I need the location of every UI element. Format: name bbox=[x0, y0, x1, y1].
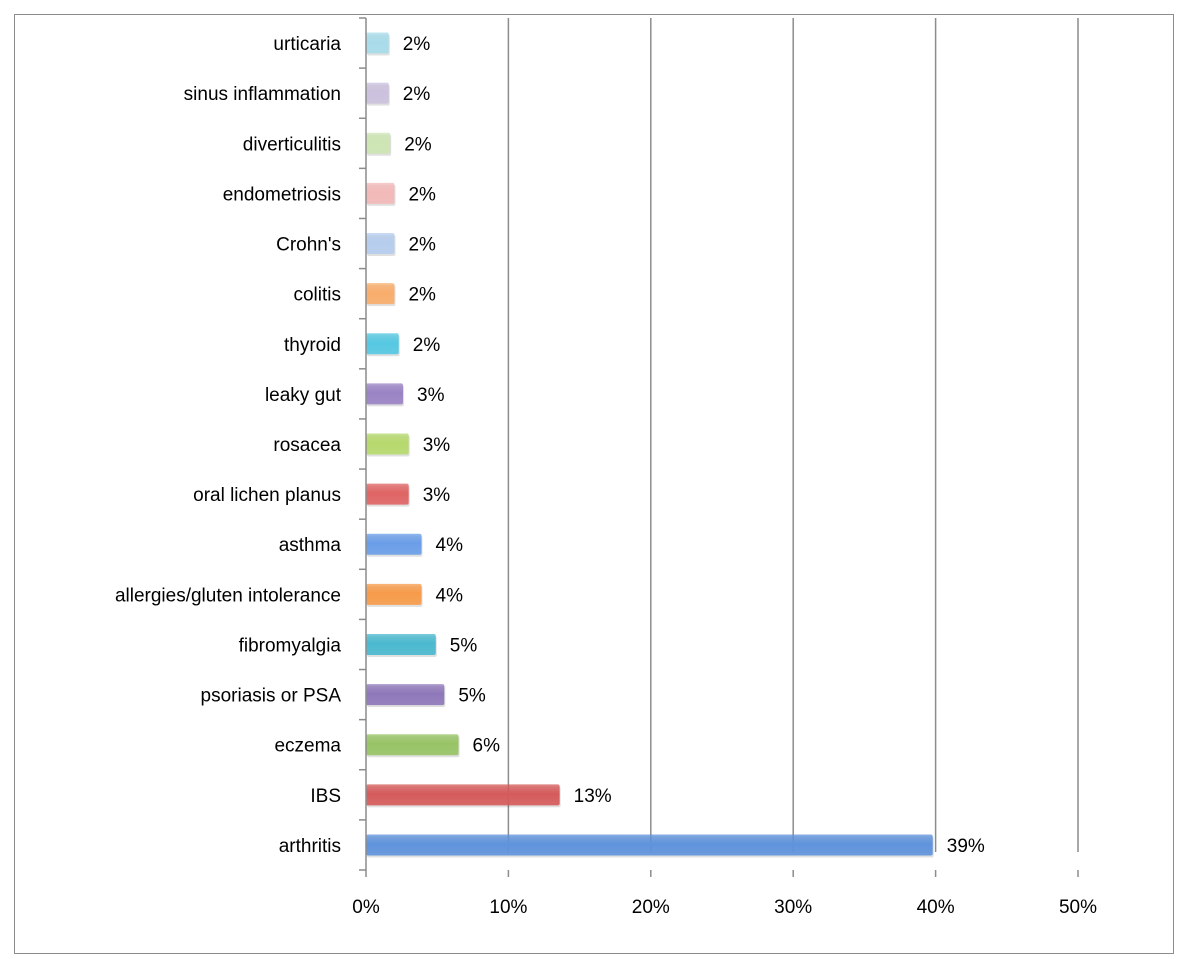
bar bbox=[366, 483, 409, 505]
bar bbox=[366, 583, 422, 605]
labels: 0% 10% 20% 30% 40% 50% urticaria 2% sinus inflam… bbox=[115, 34, 1097, 918]
bar bbox=[366, 182, 395, 204]
data-label: 2% bbox=[408, 184, 436, 205]
bar bbox=[366, 233, 395, 255]
axes bbox=[359, 17, 1079, 877]
data-label: 2% bbox=[408, 285, 436, 306]
bar bbox=[366, 834, 933, 856]
bar bbox=[366, 533, 422, 555]
bar bbox=[366, 784, 560, 806]
x-tick-label: 10% bbox=[489, 897, 527, 918]
data-label: 5% bbox=[450, 635, 478, 656]
data-label: 13% bbox=[574, 786, 612, 807]
data-label: 4% bbox=[436, 535, 464, 556]
bar bbox=[366, 32, 389, 54]
category-label: arthritis bbox=[279, 836, 341, 857]
data-label: 3% bbox=[417, 385, 445, 406]
x-tick-label: 30% bbox=[774, 897, 812, 918]
category-label: asthma bbox=[279, 535, 342, 556]
category-label: endometriosis bbox=[223, 184, 341, 205]
data-label: 3% bbox=[423, 435, 451, 456]
x-tick-label: 40% bbox=[917, 897, 955, 918]
category-label: colitis bbox=[293, 285, 341, 306]
category-label: fibromyalgia bbox=[239, 635, 342, 656]
bar bbox=[366, 82, 389, 104]
bar bbox=[366, 734, 459, 756]
bar bbox=[366, 283, 395, 305]
data-label: 2% bbox=[403, 34, 431, 55]
x-tick-label: 0% bbox=[352, 897, 380, 918]
data-label: 2% bbox=[408, 235, 436, 256]
bar bbox=[366, 433, 409, 455]
category-label: rosacea bbox=[273, 435, 341, 456]
category-label: oral lichen planus bbox=[193, 485, 341, 506]
chart-frame bbox=[14, 14, 1174, 954]
gridlines bbox=[507, 18, 1079, 852]
data-label: 2% bbox=[413, 335, 441, 356]
data-label: 3% bbox=[423, 485, 451, 506]
x-tick-label: 20% bbox=[632, 897, 670, 918]
category-label: thyroid bbox=[284, 335, 341, 356]
bar bbox=[366, 684, 445, 706]
category-label: IBS bbox=[310, 786, 341, 807]
bar bbox=[366, 333, 399, 355]
category-label: leaky gut bbox=[265, 385, 342, 406]
category-label: psoriasis or PSA bbox=[201, 686, 342, 707]
bar bbox=[366, 633, 436, 655]
category-label: eczema bbox=[274, 736, 341, 757]
data-label: 6% bbox=[473, 736, 501, 757]
category-label: diverticulitis bbox=[243, 134, 341, 155]
category-label: sinus inflammation bbox=[184, 84, 341, 105]
data-label: 2% bbox=[403, 84, 431, 105]
bar bbox=[366, 132, 391, 154]
category-label: urticaria bbox=[273, 34, 341, 55]
data-label: 39% bbox=[947, 836, 985, 857]
category-label: Crohn's bbox=[276, 235, 341, 256]
data-label: 2% bbox=[404, 134, 432, 155]
x-tick-label: 50% bbox=[1059, 897, 1097, 918]
category-label: allergies/gluten intolerance bbox=[115, 585, 341, 606]
bars bbox=[366, 32, 934, 858]
bar bbox=[366, 383, 404, 405]
data-label: 5% bbox=[458, 686, 486, 707]
data-label: 4% bbox=[436, 585, 464, 606]
